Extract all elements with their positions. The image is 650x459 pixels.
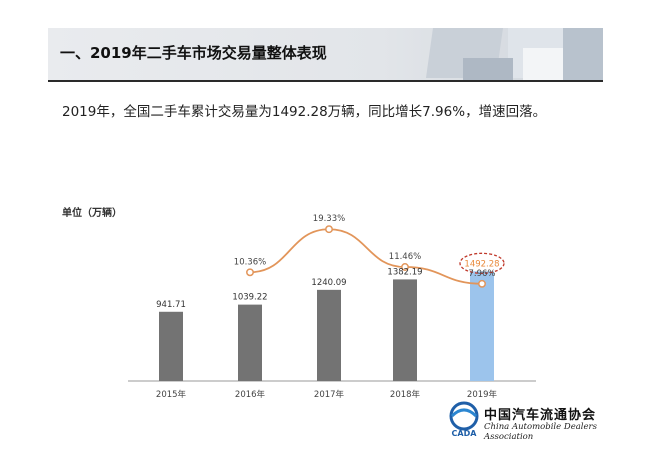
bar-4 bbox=[393, 279, 417, 381]
x-tick-label: 2018年 bbox=[390, 389, 421, 400]
growth-label: 7.96% bbox=[468, 269, 495, 279]
unit-label: 单位（万辆） bbox=[62, 208, 122, 219]
growth-line bbox=[249, 228, 483, 285]
header-banner: 一、2019年二手车市场交易量整体表现 bbox=[48, 28, 603, 82]
cada-logo-icon: CADA bbox=[449, 401, 479, 438]
bar-2 bbox=[238, 304, 262, 381]
bar-5 bbox=[470, 271, 494, 381]
cubes-decoration bbox=[425, 28, 603, 80]
highlight-circle bbox=[459, 252, 505, 274]
x-tick-label: 2019年 bbox=[467, 389, 498, 400]
x-tick-label: 2017年 bbox=[314, 389, 345, 400]
x-tick-label: 2015年 bbox=[156, 389, 187, 400]
logo-english-name: China Automobile Dealers Association bbox=[484, 422, 597, 442]
growth-point bbox=[325, 225, 333, 234]
bar-3 bbox=[317, 289, 341, 381]
growth-point bbox=[401, 263, 409, 271]
section-title: 一、2019年二手车市场交易量整体表现 bbox=[60, 44, 327, 62]
logo-mark: CADA bbox=[452, 429, 478, 438]
bar-value-label: 1039.22 bbox=[232, 293, 267, 303]
growth-label: 11.46% bbox=[389, 252, 421, 262]
growth-point bbox=[246, 268, 254, 277]
logo-chinese-name: 中国汽车流通协会 bbox=[484, 408, 597, 423]
bar-value-label: 941.71 bbox=[156, 300, 186, 310]
bar-value-label: 1492.28 bbox=[464, 259, 499, 269]
bar-1 bbox=[159, 311, 183, 381]
growth-point bbox=[478, 279, 486, 288]
logo: CADA 中国汽车流通协会 China Automobile Dealers A… bbox=[446, 398, 626, 442]
growth-label: 10.36% bbox=[234, 257, 266, 267]
growth-label: 19.33% bbox=[313, 214, 345, 224]
summary-text: 2019年，全国二手车累计交易量为1492.28万辆，同比增长7.96%，增速回… bbox=[62, 104, 547, 120]
bar-value-label: 1240.09 bbox=[311, 278, 346, 288]
bar-value-label: 1382.19 bbox=[387, 267, 422, 277]
x-tick-label: 2016年 bbox=[235, 389, 266, 400]
